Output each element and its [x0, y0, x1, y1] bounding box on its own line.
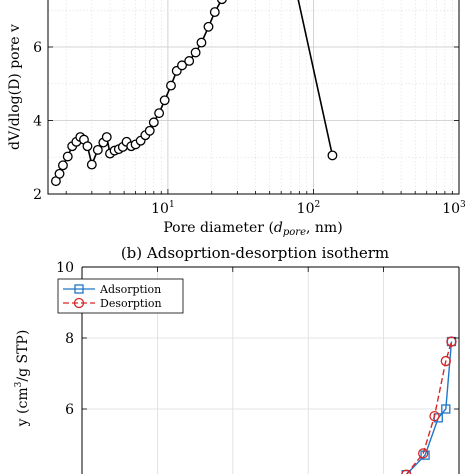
- panel-a-series-clipped: [50, 0, 338, 187]
- panel-b-series: [401, 336, 457, 474]
- panel-a-data-point: [144, 125, 155, 136]
- x-axis-label-tail: , nm): [306, 220, 343, 236]
- panel-a-data-point: [209, 7, 220, 18]
- panel-a-data-point: [57, 160, 68, 171]
- panel-b-desorption-line: [405, 341, 453, 474]
- panel-a-data-point: [190, 47, 201, 58]
- panel-b-desorption-point: [401, 469, 412, 474]
- panel-b-y-tick-label: 6: [65, 402, 74, 418]
- panel-a-data-point: [62, 151, 73, 162]
- panel-a-y-tick-labels: 2 4 6: [33, 40, 42, 203]
- panel-a-data-point: [148, 117, 159, 128]
- panel-a-data-point: [177, 60, 187, 71]
- panel-a-data-point: [101, 132, 112, 142]
- x-tick-exp: 2: [315, 200, 321, 210]
- panel-a-x-axis-label: Pore diameter (dpore, nm): [163, 220, 342, 238]
- panel-a-data-point: [86, 159, 97, 170]
- panel-a-data-point: [159, 95, 170, 106]
- panel-a-plot-area: [48, 0, 459, 194]
- panel-b-desorption-point: [429, 410, 440, 422]
- panel-a-y-tick-label: 4: [33, 114, 42, 130]
- legend-adsorption-label: Adsorption: [99, 283, 161, 296]
- panel-a-data-point: [92, 144, 103, 155]
- legend-adsorption-marker: [74, 284, 84, 294]
- panel-b-y-axis-label: y (cm3/g STP): [14, 330, 31, 428]
- panel-b-y-tick-label: 10: [56, 260, 74, 276]
- panel-a-pore-size-distribution: 246 101 102 103 dV/dlog(D) pore v Pore dia…: [7, 0, 466, 238]
- panel-a-x-tick-label: 101: [151, 200, 175, 217]
- legend-desorption-marker: [73, 297, 85, 309]
- panel-b-desorption-point: [440, 355, 451, 367]
- panel-a-data-point: [82, 141, 93, 152]
- panel-a-axes-frame: [47, 0, 460, 195]
- panel-b-desorption-point: [418, 448, 429, 459]
- panel-a-y-tick-label: 6: [33, 40, 42, 56]
- panel-a-x-tick-label: 103: [442, 200, 466, 217]
- b-ylabel-main: y (cm: [15, 387, 31, 427]
- panel-a-data-point: [184, 56, 195, 66]
- x-axis-label-sub: pore: [283, 227, 306, 238]
- panel-a-data-point: [203, 21, 214, 32]
- panel-a-data-point: [196, 37, 207, 48]
- panel-b-desorption-point: [446, 336, 457, 347]
- x-tick-base: 10: [442, 201, 460, 217]
- panel-b-y-tick-label: 8: [65, 331, 74, 347]
- panel-a-data-point: [54, 168, 65, 179]
- legend-desorption-label: Desorption: [100, 297, 162, 310]
- panel-a-data-point: [327, 150, 338, 161]
- panel-a-data-point: [217, 0, 227, 5]
- x-tick-base: 10: [297, 201, 315, 217]
- panel-b-legend: Adsorption Desorption: [57, 278, 184, 314]
- panel-a-y-axis-label: dV/dlog(D) pore v: [7, 24, 23, 150]
- panel-a-grid: [48, 0, 460, 195]
- x-tick-exp: 3: [460, 200, 466, 210]
- panel-a-ticks: [48, 46, 460, 195]
- x-axis-label-d: d: [274, 220, 283, 236]
- b-ylabel-tail: /g STP): [15, 330, 31, 382]
- b-ylabel-sup: 3: [14, 381, 24, 387]
- panel-a-data-point: [166, 80, 176, 91]
- panel-b-grid: [82, 266, 459, 474]
- panel-b-y-tick-labels: 10 8 6: [56, 260, 74, 418]
- panel-b-title: (b) Adsoprtion-desorption isotherm: [121, 244, 389, 262]
- x-tick-exp: 1: [169, 200, 175, 210]
- panel-b-isotherm: (b) Adsoprtion-desorption isotherm 1086 …: [14, 244, 460, 474]
- panel-a-x-tick-labels: 101 102 103: [151, 200, 466, 217]
- x-tick-base: 10: [151, 201, 169, 217]
- panel-b-ticks: [81, 266, 460, 410]
- panel-a-x-tick-label: 102: [297, 200, 321, 217]
- panel-a-series: [50, 0, 338, 187]
- panel-a-data-point: [154, 108, 165, 119]
- panel-b-adsorption-point: [441, 404, 451, 414]
- panel-b-adsorption-point: [420, 450, 430, 460]
- panel-a-y-tick-label: 2: [33, 187, 42, 203]
- x-axis-label-main: Pore diameter (: [163, 220, 274, 236]
